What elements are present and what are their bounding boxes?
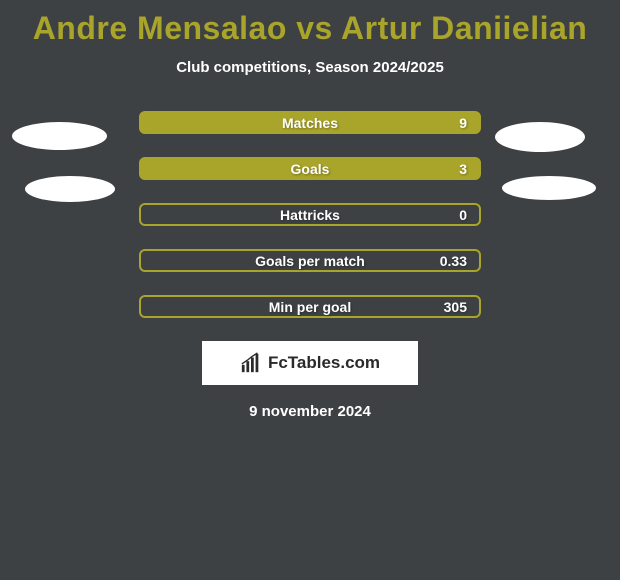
stat-value: 0.33 [440,253,467,269]
stat-row: Hattricks 0 [0,203,620,226]
decorative-ellipse [12,122,107,150]
stat-bar: Matches 9 [139,111,481,134]
stat-row: Goals per match 0.33 [0,249,620,272]
stat-bar: Goals per match 0.33 [139,249,481,272]
stat-row: Min per goal 305 [0,295,620,318]
stat-value: 9 [459,115,467,131]
stat-label: Min per goal [269,299,351,315]
decorative-ellipse [495,122,585,152]
stat-label: Matches [282,115,338,131]
comparison-infographic: Andre Mensalao vs Artur Daniielian Club … [0,0,620,580]
stat-label: Hattricks [280,207,340,223]
stat-bar: Goals 3 [139,157,481,180]
decorative-ellipse [25,176,115,202]
logo-text: FcTables.com [268,353,380,373]
bar-chart-icon [240,352,262,374]
decorative-ellipse [502,176,596,200]
stat-value: 0 [459,207,467,223]
logo-box: FcTables.com [202,341,418,385]
subtitle: Club competitions, Season 2024/2025 [0,59,620,76]
date-text: 9 november 2024 [0,403,620,420]
page-title: Andre Mensalao vs Artur Daniielian [0,0,620,47]
stat-bar: Min per goal 305 [139,295,481,318]
stat-value: 305 [444,299,467,315]
stat-value: 3 [459,161,467,177]
stat-bar: Hattricks 0 [139,203,481,226]
stat-label: Goals per match [255,253,365,269]
stat-label: Goals [291,161,330,177]
